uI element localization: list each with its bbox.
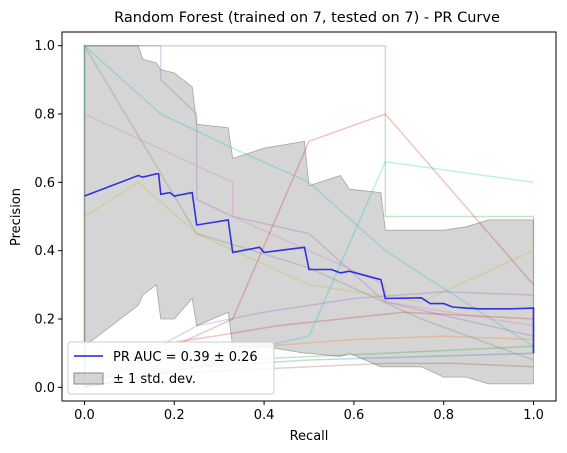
fold-curve-9 <box>83 112 534 388</box>
chart-title: Random Forest (trained on 7, tested on 7… <box>114 10 500 26</box>
legend-mean-label: PR AUC = 0.39 ± 0.26 <box>113 350 258 365</box>
fold-curve-4 <box>83 181 534 388</box>
y-tick-label: 1.0 <box>34 39 55 54</box>
y-axis-ticks: 0.0 0.2 0.4 0.6 0.8 1.0 <box>34 39 62 396</box>
std-band-area <box>84 45 534 385</box>
x-tick-label: 0.2 <box>164 408 185 423</box>
axes-frame <box>61 31 557 402</box>
y-tick-label: 0.6 <box>34 176 55 191</box>
fold-curve-13 <box>84 290 534 388</box>
fold-curve-10 <box>83 42 534 388</box>
fold-curve-1 <box>84 44 534 337</box>
fold-curve-3 <box>83 44 535 388</box>
x-tick-label: 0.0 <box>74 408 95 423</box>
x-tick-label: 0.8 <box>433 408 454 423</box>
y-tick-label: 0.8 <box>34 108 55 123</box>
y-tick-label: 0.4 <box>34 244 55 259</box>
x-axis-ticks: 0.0 0.2 0.4 0.6 0.8 1.0 <box>74 401 544 423</box>
legend-std-label: ± 1 std. dev. <box>113 372 196 387</box>
y-axis-label: Precision <box>9 188 24 246</box>
x-tick-label: 0.4 <box>254 408 275 423</box>
y-tick-label: 0.2 <box>34 313 55 328</box>
legend: PR AUC = 0.39 ± 0.26 ± 1 std. dev. <box>67 341 275 395</box>
x-axis-label: Recall <box>290 429 329 444</box>
legend-box <box>67 341 275 395</box>
x-tick-label: 1.0 <box>523 408 544 423</box>
y-tick-label: 0.0 <box>34 381 55 396</box>
mean-pr-curve <box>84 173 535 354</box>
std-band-layer <box>84 45 534 385</box>
x-tick-label: 0.6 <box>344 408 365 423</box>
fold-curve-2 <box>83 44 534 388</box>
legend-std-swatch <box>73 372 104 385</box>
mean-curve-layer <box>84 173 535 354</box>
